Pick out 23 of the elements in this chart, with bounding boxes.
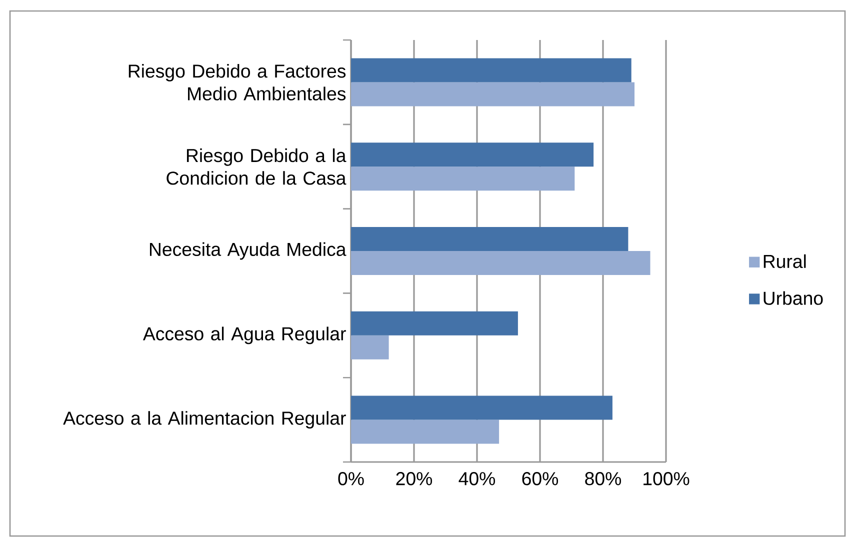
y-tick-label: Riesgo Debido a Factores Medio Ambientales [128, 64, 346, 100]
y-tick-label: Acceso a la Alimentacion Regular [63, 411, 346, 428]
bar [351, 58, 632, 82]
x-tick-label: 80% [585, 472, 622, 486]
bar [351, 251, 650, 276]
y-tick-label: Acceso al Agua Regular [142, 326, 346, 344]
x-tick-label: 100% [644, 472, 690, 486]
y-tick-label: Riesgo Debido a la Condicion de la Casa [166, 148, 346, 185]
bar [351, 227, 628, 252]
bar [351, 142, 594, 167]
legend-label: Urbano [764, 291, 823, 305]
y-tick-label: Necesita Ayuda Medica [150, 242, 346, 260]
x-tick-label: 0% [338, 472, 364, 486]
x-tick-label: 60% [522, 472, 558, 486]
legend-label: Rural [764, 254, 806, 268]
x-tick-label: 40% [458, 472, 496, 486]
bar [351, 82, 634, 106]
bar [351, 166, 575, 191]
bar [351, 335, 389, 360]
bar [351, 420, 500, 444]
bar [351, 311, 518, 336]
bar [351, 396, 612, 420]
x-tick-label: 20% [396, 472, 432, 486]
